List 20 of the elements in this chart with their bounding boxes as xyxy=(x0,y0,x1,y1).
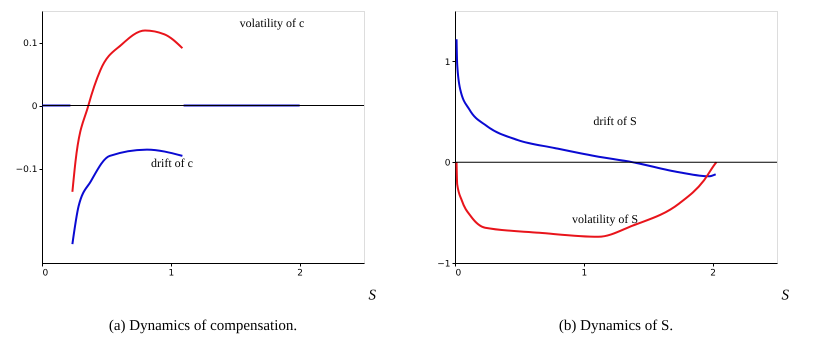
x-tick-label: 2 xyxy=(297,268,303,278)
y-tick-label: −0.1 xyxy=(16,165,38,175)
annotation: drift of S xyxy=(593,114,637,128)
x-tick-label: 0 xyxy=(456,268,462,278)
x-tick-label: 1 xyxy=(581,268,588,278)
y-tick-label: 0.1 xyxy=(23,39,38,49)
x-axis-title: S xyxy=(368,288,376,304)
y-tick-label: 1 xyxy=(444,58,450,68)
x-tick-label: 0 xyxy=(42,268,48,278)
text: (a) Dynamics of compensation. xyxy=(108,318,298,334)
x-axis-title: S xyxy=(782,288,790,304)
text: (b) Dynamics of S. xyxy=(558,318,674,334)
annotation: volatility of c xyxy=(240,16,304,30)
annotation: volatility of S xyxy=(572,212,638,226)
y-tick-label: 0 xyxy=(32,102,38,112)
annotation: drift of c xyxy=(151,156,193,170)
y-tick-label: −1 xyxy=(437,260,450,270)
x-tick-label: 2 xyxy=(710,268,716,278)
y-tick-label: 0 xyxy=(444,158,451,169)
x-tick-label: 1 xyxy=(168,268,174,278)
